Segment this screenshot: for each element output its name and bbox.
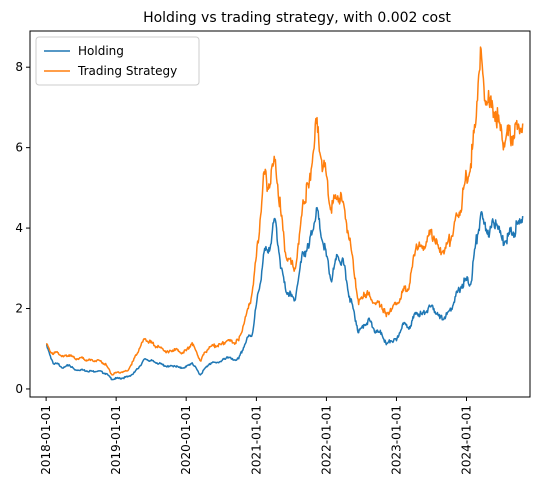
legend-box [35, 36, 200, 86]
x-tick-label: 2018-01-01 [39, 405, 53, 475]
x-tick-label: 2024-01-01 [459, 405, 473, 475]
x-tick-label: 2023-01-01 [389, 405, 403, 475]
y-axis: 0 2 4 6 8 [15, 60, 30, 396]
y-tick-label: 2 [15, 302, 23, 316]
x-tick-label: 2020-01-01 [179, 405, 193, 475]
y-tick-label: 6 [15, 141, 23, 155]
y-tick-label: 4 [15, 221, 23, 235]
series-line-2 [45, 46, 524, 376]
axes-frame [29, 30, 531, 398]
legend-label: Holding [78, 44, 124, 58]
y-tick-label: 0 [15, 382, 23, 396]
x-tick-label: 2022-01-01 [319, 405, 333, 475]
chart-title: Holding vs trading strategy, with 0.002 … [143, 10, 451, 26]
series-line-1 [45, 206, 524, 381]
x-tick-label: 2019-01-01 [109, 405, 123, 475]
y-tick-label: 8 [15, 60, 23, 74]
legend-label: Trading Strategy [77, 64, 177, 78]
x-axis: 2018-01-01 2019-01-01 2020-01-01 2021-01-01… [39, 397, 473, 475]
legend: Holding Trading Strategy [35, 36, 200, 86]
x-tick-label: 2021-01-01 [249, 405, 263, 475]
plot-lines [45, 46, 524, 381]
